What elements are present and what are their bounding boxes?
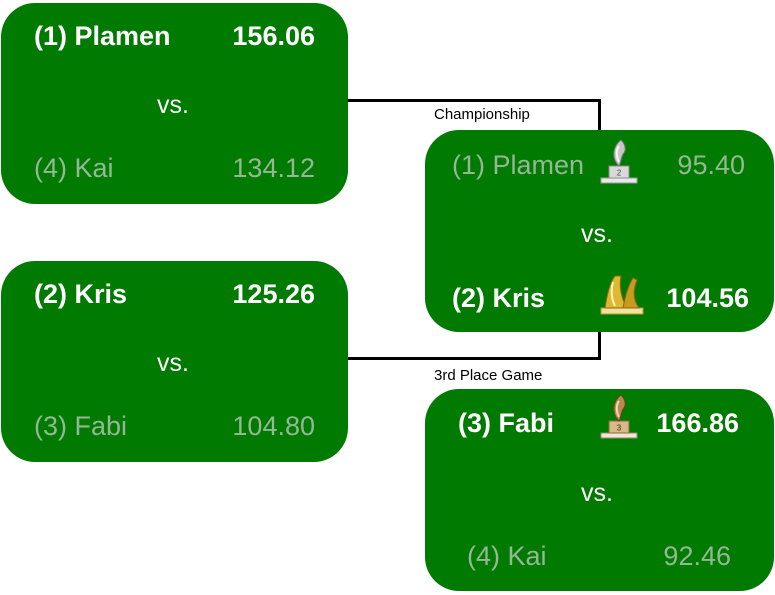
bronze-3rd-place-trophy-icon: 3 [600,394,638,439]
semi2-team1-name: (2) Kris [34,279,128,309]
semi2-team1-score: 125.26 [232,279,315,309]
semi1-team2-score: 134.12 [232,153,315,183]
final-team1-name: (1) Plamen [452,150,585,180]
third-team1-score: 166.86 [656,408,739,438]
semi1-team2-name: (4) Kai [34,153,114,183]
connector-semi1-horizontal [348,99,601,102]
semi2-team2-name: (3) Fabi [34,411,128,441]
semi1-vs: vs. [157,91,189,119]
semi1-team1-score: 156.06 [232,21,315,51]
svg-text:3: 3 [617,424,622,433]
semi2-vs: vs. [157,349,189,377]
connector-semi2-vertical [598,332,601,360]
championship-matchup: (1) Plamen 2 95.40 vs. (2) Kris 104.56 [425,130,774,332]
silver-2nd-place-trophy-icon: 2 [600,139,638,184]
gold-champion-trophy-icon [600,275,644,315]
semi2-team2-score: 104.80 [232,411,315,441]
final-team1-score: 95.40 [677,150,745,180]
connector-semi1-vertical [598,99,601,130]
final-team2-name: (2) Kris [452,283,546,313]
third-place-label: 3rd Place Game [434,367,543,384]
semifinal-1-matchup: (1) Plamen 156.06 vs. (4) Kai 134.12 [1,3,348,204]
third-team1-name: (3) Fabi [458,408,555,438]
third-team2-score: 92.46 [663,541,731,571]
third-team2-name: (4) Kai [467,541,547,571]
semi1-team1-name: (1) Plamen [34,21,171,51]
third-place-matchup: (3) Fabi 3 166.86 vs. (4) Kai 92.46 [425,389,774,591]
third-vs: vs. [581,479,613,507]
final-vs: vs. [581,220,613,248]
final-team2-score: 104.56 [666,283,749,313]
connector-semi2-horizontal [348,357,601,360]
championship-label: Championship [434,106,530,123]
svg-text:2: 2 [617,169,622,178]
semifinal-2-matchup: (2) Kris 125.26 vs. (3) Fabi 104.80 [1,261,348,462]
